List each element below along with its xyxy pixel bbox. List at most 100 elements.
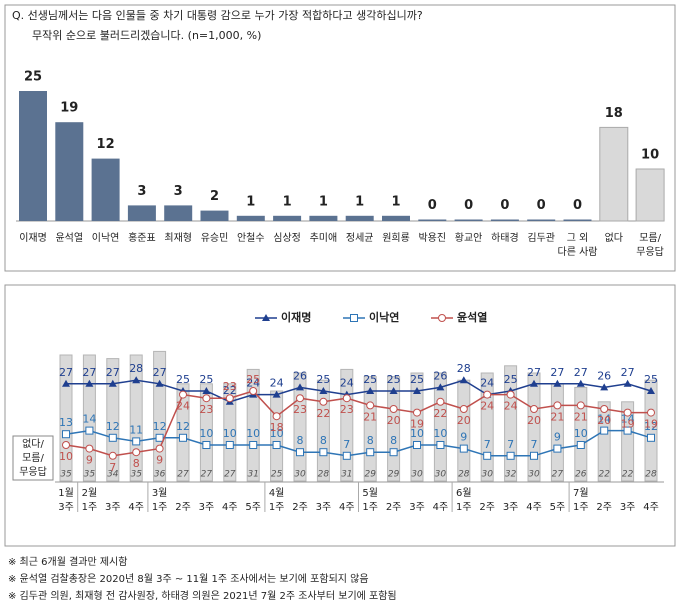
x-tick-label: 4주 — [526, 502, 542, 513]
x-tick-label: 1주 — [573, 502, 589, 513]
marker — [576, 379, 585, 387]
bar-label: 26 — [575, 470, 587, 480]
value-label: 12 — [97, 137, 115, 152]
bar-label: 34 — [107, 470, 119, 480]
x-tick-label: 안철수 — [237, 232, 265, 244]
bar — [599, 126, 629, 222]
data-label: 27 — [550, 366, 564, 379]
value-label: 18 — [605, 106, 623, 121]
marker — [225, 394, 234, 403]
marker — [647, 433, 655, 442]
data-label: 21 — [574, 410, 588, 423]
x-tick-label: 1주 — [269, 502, 285, 513]
data-label: 24 — [340, 377, 354, 390]
marker — [530, 451, 538, 460]
bar-label: 31 — [341, 470, 352, 480]
marker — [436, 397, 445, 406]
x-tick-label: 1주 — [456, 502, 472, 513]
data-label: 27 — [527, 366, 541, 379]
marker — [600, 405, 609, 413]
marker — [366, 448, 375, 457]
x-tick-label: 하태경 — [491, 231, 519, 244]
bar-label: 29 — [364, 470, 376, 480]
bar — [345, 215, 374, 221]
value-label: 2 — [210, 189, 219, 204]
marker — [62, 430, 70, 439]
x-tick-label: 추미애 — [310, 232, 338, 244]
bg-bar — [223, 383, 237, 482]
marker — [85, 379, 94, 387]
x-tick-label: 4주 — [643, 502, 659, 513]
bar-label: 28 — [458, 470, 470, 480]
data-label: 10 — [59, 450, 73, 463]
x-tick-label: 3주 — [58, 502, 74, 513]
data-label: 26 — [293, 369, 307, 382]
marker — [459, 376, 468, 384]
marker — [85, 444, 94, 453]
data-label: 19 — [621, 418, 635, 431]
data-label: 10 — [270, 427, 284, 440]
data-label: 10 — [410, 427, 424, 440]
marker — [155, 379, 164, 387]
bg-bar — [316, 379, 330, 482]
data-label: 25 — [644, 373, 658, 386]
data-label: 10 — [246, 427, 260, 440]
data-label: 14 — [597, 413, 611, 426]
marker — [202, 394, 211, 403]
x-tick-label: 최재형 — [164, 232, 192, 244]
data-label: 23 — [223, 380, 237, 393]
bar — [91, 158, 120, 221]
bar — [490, 219, 519, 221]
x-tick-label: 4주 — [339, 502, 355, 513]
bar-label: 30 — [528, 470, 540, 480]
value-label: 0 — [537, 198, 546, 213]
data-label: 19 — [410, 418, 424, 431]
bar-label: 27 — [552, 470, 564, 480]
x-tick-label: 황교안 — [455, 232, 483, 244]
x-tick-label: 3주 — [409, 502, 425, 513]
value-label: 1 — [246, 194, 255, 209]
data-label: 9 — [86, 454, 93, 467]
bar-label: 35 — [84, 470, 96, 480]
marker — [483, 451, 492, 460]
marker — [623, 426, 632, 435]
data-label: 12 — [106, 420, 120, 433]
marker — [553, 379, 562, 387]
marker — [249, 387, 258, 395]
bar — [19, 91, 47, 221]
data-label: 12 — [644, 420, 658, 433]
bar-label: 22 — [622, 470, 634, 480]
marker — [272, 390, 281, 398]
data-label: 20 — [527, 414, 541, 427]
x-tick-label: 2주 — [175, 502, 191, 513]
bar — [527, 219, 556, 221]
data-label: 10 — [223, 427, 237, 440]
data-label: 20 — [597, 414, 611, 427]
marker — [296, 383, 304, 391]
data-label: 7 — [507, 438, 514, 451]
marker — [319, 448, 328, 457]
marker — [623, 379, 632, 387]
data-label: 25 — [246, 373, 260, 386]
data-label: 25 — [199, 373, 213, 386]
x-tick-label: 홍준표 — [128, 231, 156, 244]
bg-bar — [199, 383, 213, 482]
marker — [459, 444, 468, 453]
data-label: 14 — [82, 413, 96, 426]
bg-bar — [410, 372, 424, 482]
bar-label: 35 — [130, 470, 142, 480]
x-tick-label: 5주 — [245, 502, 261, 513]
value-label: 0 — [573, 198, 582, 213]
bg-bar — [129, 354, 143, 482]
value-label: 3 — [174, 184, 183, 199]
bottom-panel — [4, 284, 676, 547]
data-label: 22 — [433, 407, 447, 420]
marker — [530, 405, 538, 413]
x-tick-label: 2주 — [292, 502, 308, 513]
data-label: 28 — [457, 362, 471, 375]
marker — [319, 387, 328, 394]
marker — [506, 451, 515, 460]
data-label: 9 — [156, 454, 163, 467]
marker — [438, 314, 446, 322]
